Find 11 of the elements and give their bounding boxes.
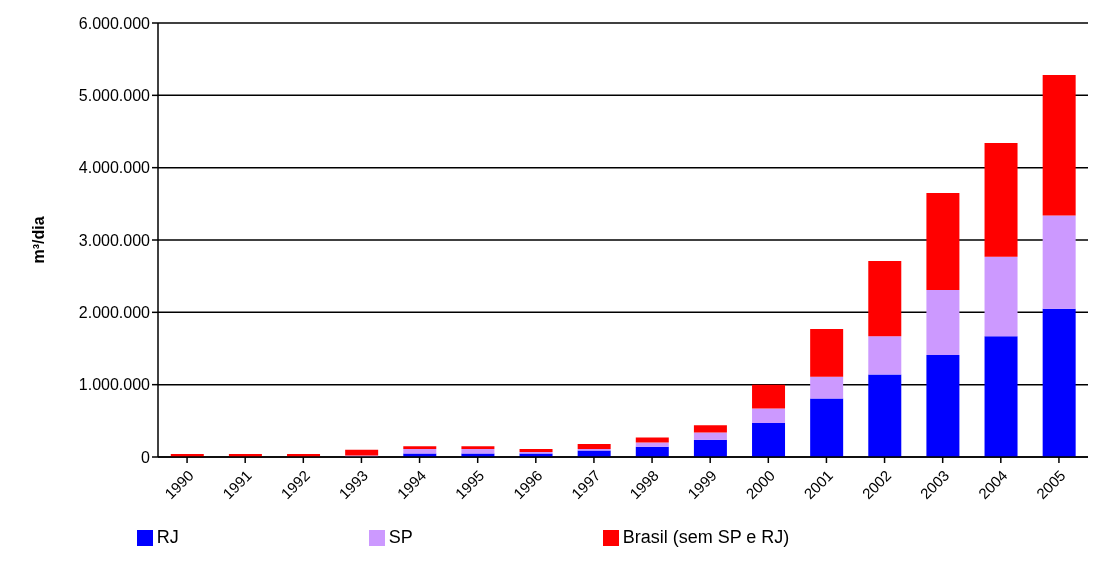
y-tick-label: 0	[141, 448, 151, 466]
y-tick-label: 2.000.000	[78, 304, 151, 322]
y-tick-label: 5.000.000	[78, 87, 151, 105]
legend-label: SP	[388, 527, 413, 547]
legend-label: RJ	[156, 527, 179, 547]
y-tick-label: 6.000.000	[78, 14, 151, 32]
y-tick-label: 3.000.000	[78, 231, 151, 249]
y-axis-title: m³/dia	[29, 216, 47, 264]
legend-label: Brasil (sem SP e RJ)	[622, 527, 790, 547]
y-tick-label: 1.000.000	[78, 376, 151, 394]
y-tick-label: 4.000.000	[78, 159, 151, 177]
